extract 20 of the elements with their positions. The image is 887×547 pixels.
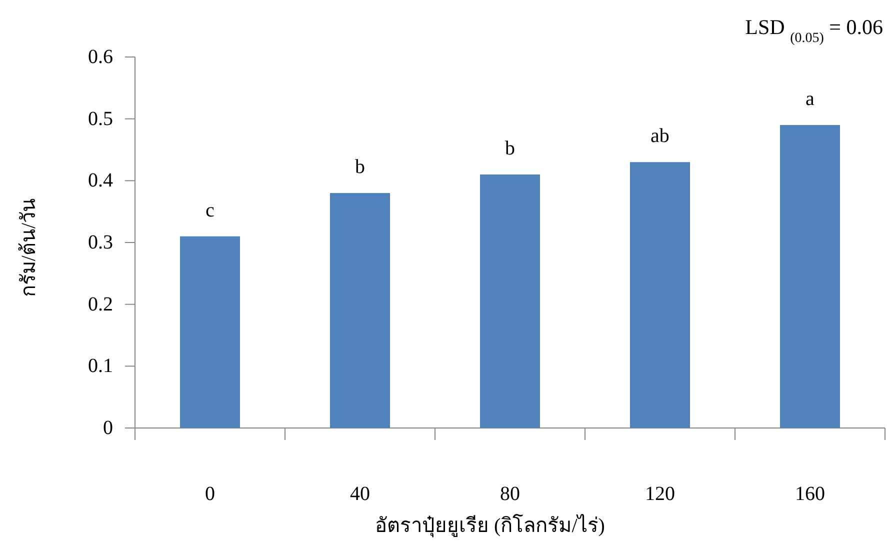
- data-label: ab: [650, 125, 670, 148]
- x-tick-label: 40: [350, 483, 370, 505]
- data-label: c: [206, 199, 215, 222]
- x-axis-title: อัตราปุ๋ยยูเรีย (กิโลกรัม/ไร่): [375, 514, 605, 538]
- y-tick-label: 0: [103, 417, 113, 439]
- y-tick-label: 0.2: [88, 293, 113, 316]
- data-label: a: [806, 88, 815, 110]
- x-tick-label: 120: [645, 483, 675, 505]
- data-label: b: [355, 156, 365, 178]
- y-tick-label: 0.1: [88, 355, 113, 378]
- y-tick-label: 0.3: [88, 232, 113, 254]
- y-tick-label: 0.5: [88, 108, 113, 130]
- data-label: b: [505, 137, 515, 160]
- y-tick-label: 0.6: [88, 46, 113, 68]
- x-tick-label: 0: [205, 483, 215, 505]
- x-tick-label: 80: [500, 483, 520, 505]
- y-axis-title: กรัม/ต้น/วัน: [18, 198, 40, 298]
- x-tick-label: 160: [795, 483, 825, 505]
- text: LSD $_{(0.05)}$ = 0.06: [745, 15, 883, 46]
- y-tick-label: 0.4: [88, 170, 113, 192]
